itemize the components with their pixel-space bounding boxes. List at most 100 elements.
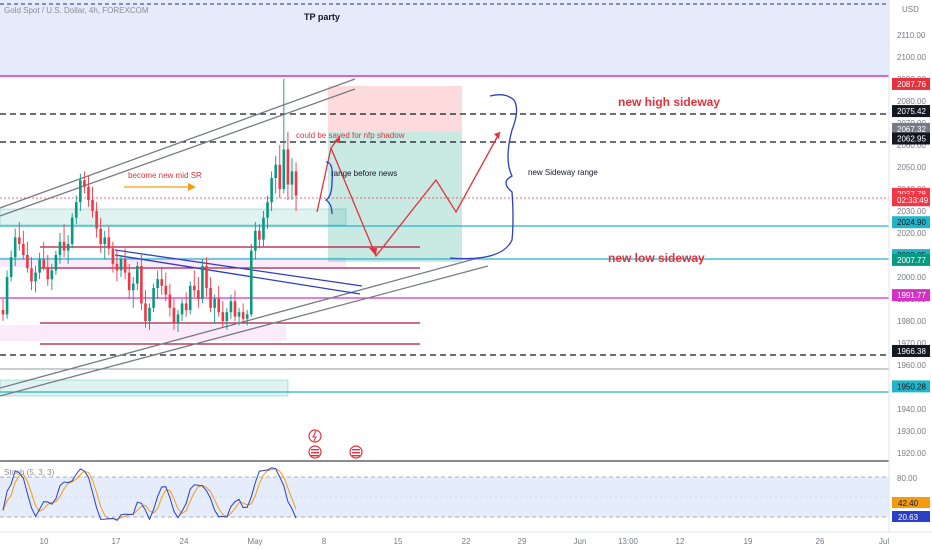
supply-zone-mid <box>0 257 346 267</box>
candle-body <box>140 266 143 304</box>
price-tick: 2000.00 <box>897 273 926 282</box>
channel-top-1 <box>0 78 356 209</box>
stoch-title: Stoch (5, 3, 3) <box>4 468 55 477</box>
symbol-title: Gold Spot / U.S. Dollar, 4h, FOREXCOM <box>4 6 149 15</box>
large-brace <box>449 94 518 260</box>
candle-body <box>258 230 261 240</box>
tp-zone <box>0 0 889 76</box>
candle-body <box>176 314 180 324</box>
candle-body <box>152 288 155 308</box>
candle-body <box>87 186 90 200</box>
price-badge <box>892 344 930 357</box>
time-tick: 10 <box>40 537 49 546</box>
candle-body <box>184 303 188 310</box>
price-badge-label: 2087.76 <box>897 80 926 89</box>
arrow-head-1 <box>333 136 340 143</box>
price-badge-label: 1966.38 <box>897 347 926 356</box>
stoch-tick-80: 80.00 <box>897 474 918 483</box>
time-tick: 8 <box>322 537 327 546</box>
candle-body <box>62 241 66 251</box>
candle-body <box>168 294 172 308</box>
tp-party-label: TP party <box>304 12 340 22</box>
new-high-sideway-label: new high sideway <box>618 95 720 109</box>
candle-body <box>83 180 86 187</box>
candle-body <box>144 303 147 321</box>
candle-body <box>9 257 13 277</box>
candle-body <box>95 211 98 229</box>
price-tick: 1920.00 <box>897 449 926 458</box>
wedge-line-2 <box>114 254 361 295</box>
time-tick: 26 <box>816 537 825 546</box>
candle-body <box>225 312 229 321</box>
flag-icon-2[interactable] <box>349 445 363 459</box>
candle-body <box>131 283 135 291</box>
price-badge <box>892 132 930 145</box>
candle-body <box>54 255 58 271</box>
mid-sr-label: become new mid SR <box>128 171 202 180</box>
price-badge <box>892 380 930 393</box>
candle-body <box>245 314 249 319</box>
stoch-k-value: 42.40 <box>898 499 919 508</box>
channel-top-2 <box>0 88 356 217</box>
currency-label: USD <box>902 5 919 14</box>
price-badge-label: 1950.28 <box>897 382 926 391</box>
candle-body <box>278 164 282 189</box>
candle-body <box>274 164 277 178</box>
time-tick: 12 <box>676 537 685 546</box>
candle-body <box>70 217 74 244</box>
candle-body <box>262 217 265 240</box>
price-tick: 1980.00 <box>897 317 926 326</box>
candle-body <box>148 307 151 321</box>
take-profit-zone <box>328 132 462 262</box>
flag-icon-1[interactable] <box>308 445 322 459</box>
arrow-head-3 <box>494 132 500 139</box>
price-badge <box>892 289 930 302</box>
candle-body <box>119 259 123 271</box>
candle-body <box>42 259 45 269</box>
supply-zone-low <box>0 325 286 341</box>
event-icon-1[interactable] <box>308 429 322 443</box>
time-tick: 15 <box>394 537 403 546</box>
time-tick: Jul <box>879 537 889 546</box>
time-tick: 19 <box>744 537 753 546</box>
price-tick: 1940.00 <box>897 405 926 414</box>
candle-body <box>209 288 212 308</box>
time-tick: 22 <box>462 537 471 546</box>
candle-body <box>205 266 208 288</box>
price-badge <box>892 216 930 229</box>
candle-body <box>249 250 253 315</box>
arrow-head-2 <box>369 248 377 256</box>
time-ticks: 10 17 24 May 8 15 22 29 Jun 13:00 12 19 26 Jul <box>40 537 890 546</box>
time-axis[interactable] <box>0 532 889 550</box>
candle-body <box>266 202 269 218</box>
candle-body <box>38 259 41 273</box>
price-tick: 2030.00 <box>897 207 926 216</box>
range-before-news-label: range before news <box>331 169 397 178</box>
price-tick: 2020.00 <box>897 229 926 238</box>
candle-body <box>46 268 50 280</box>
candle-body <box>290 171 294 185</box>
small-brace <box>324 161 334 215</box>
wedge-line-1 <box>114 249 363 287</box>
price-badge-label: 2075.42 <box>897 107 926 116</box>
candle-body <box>127 272 131 291</box>
channel-bottom-2 <box>0 265 489 397</box>
price-badge-label: 2007.77 <box>897 256 926 265</box>
candle-body <box>241 312 245 319</box>
candle-body <box>180 303 184 315</box>
time-tick: 17 <box>112 537 121 546</box>
candle-body <box>282 149 286 189</box>
candle-body <box>103 237 107 244</box>
candle-body <box>286 149 290 185</box>
candle-body <box>270 178 273 203</box>
candle-body <box>136 266 139 284</box>
demand-zone-upper <box>0 208 347 226</box>
candle-body <box>58 241 62 255</box>
candle-body <box>188 285 192 310</box>
demand-zone-low <box>0 379 289 397</box>
candle-body <box>50 270 54 280</box>
candle-body <box>13 237 17 258</box>
stoch-k-badge <box>892 497 930 508</box>
